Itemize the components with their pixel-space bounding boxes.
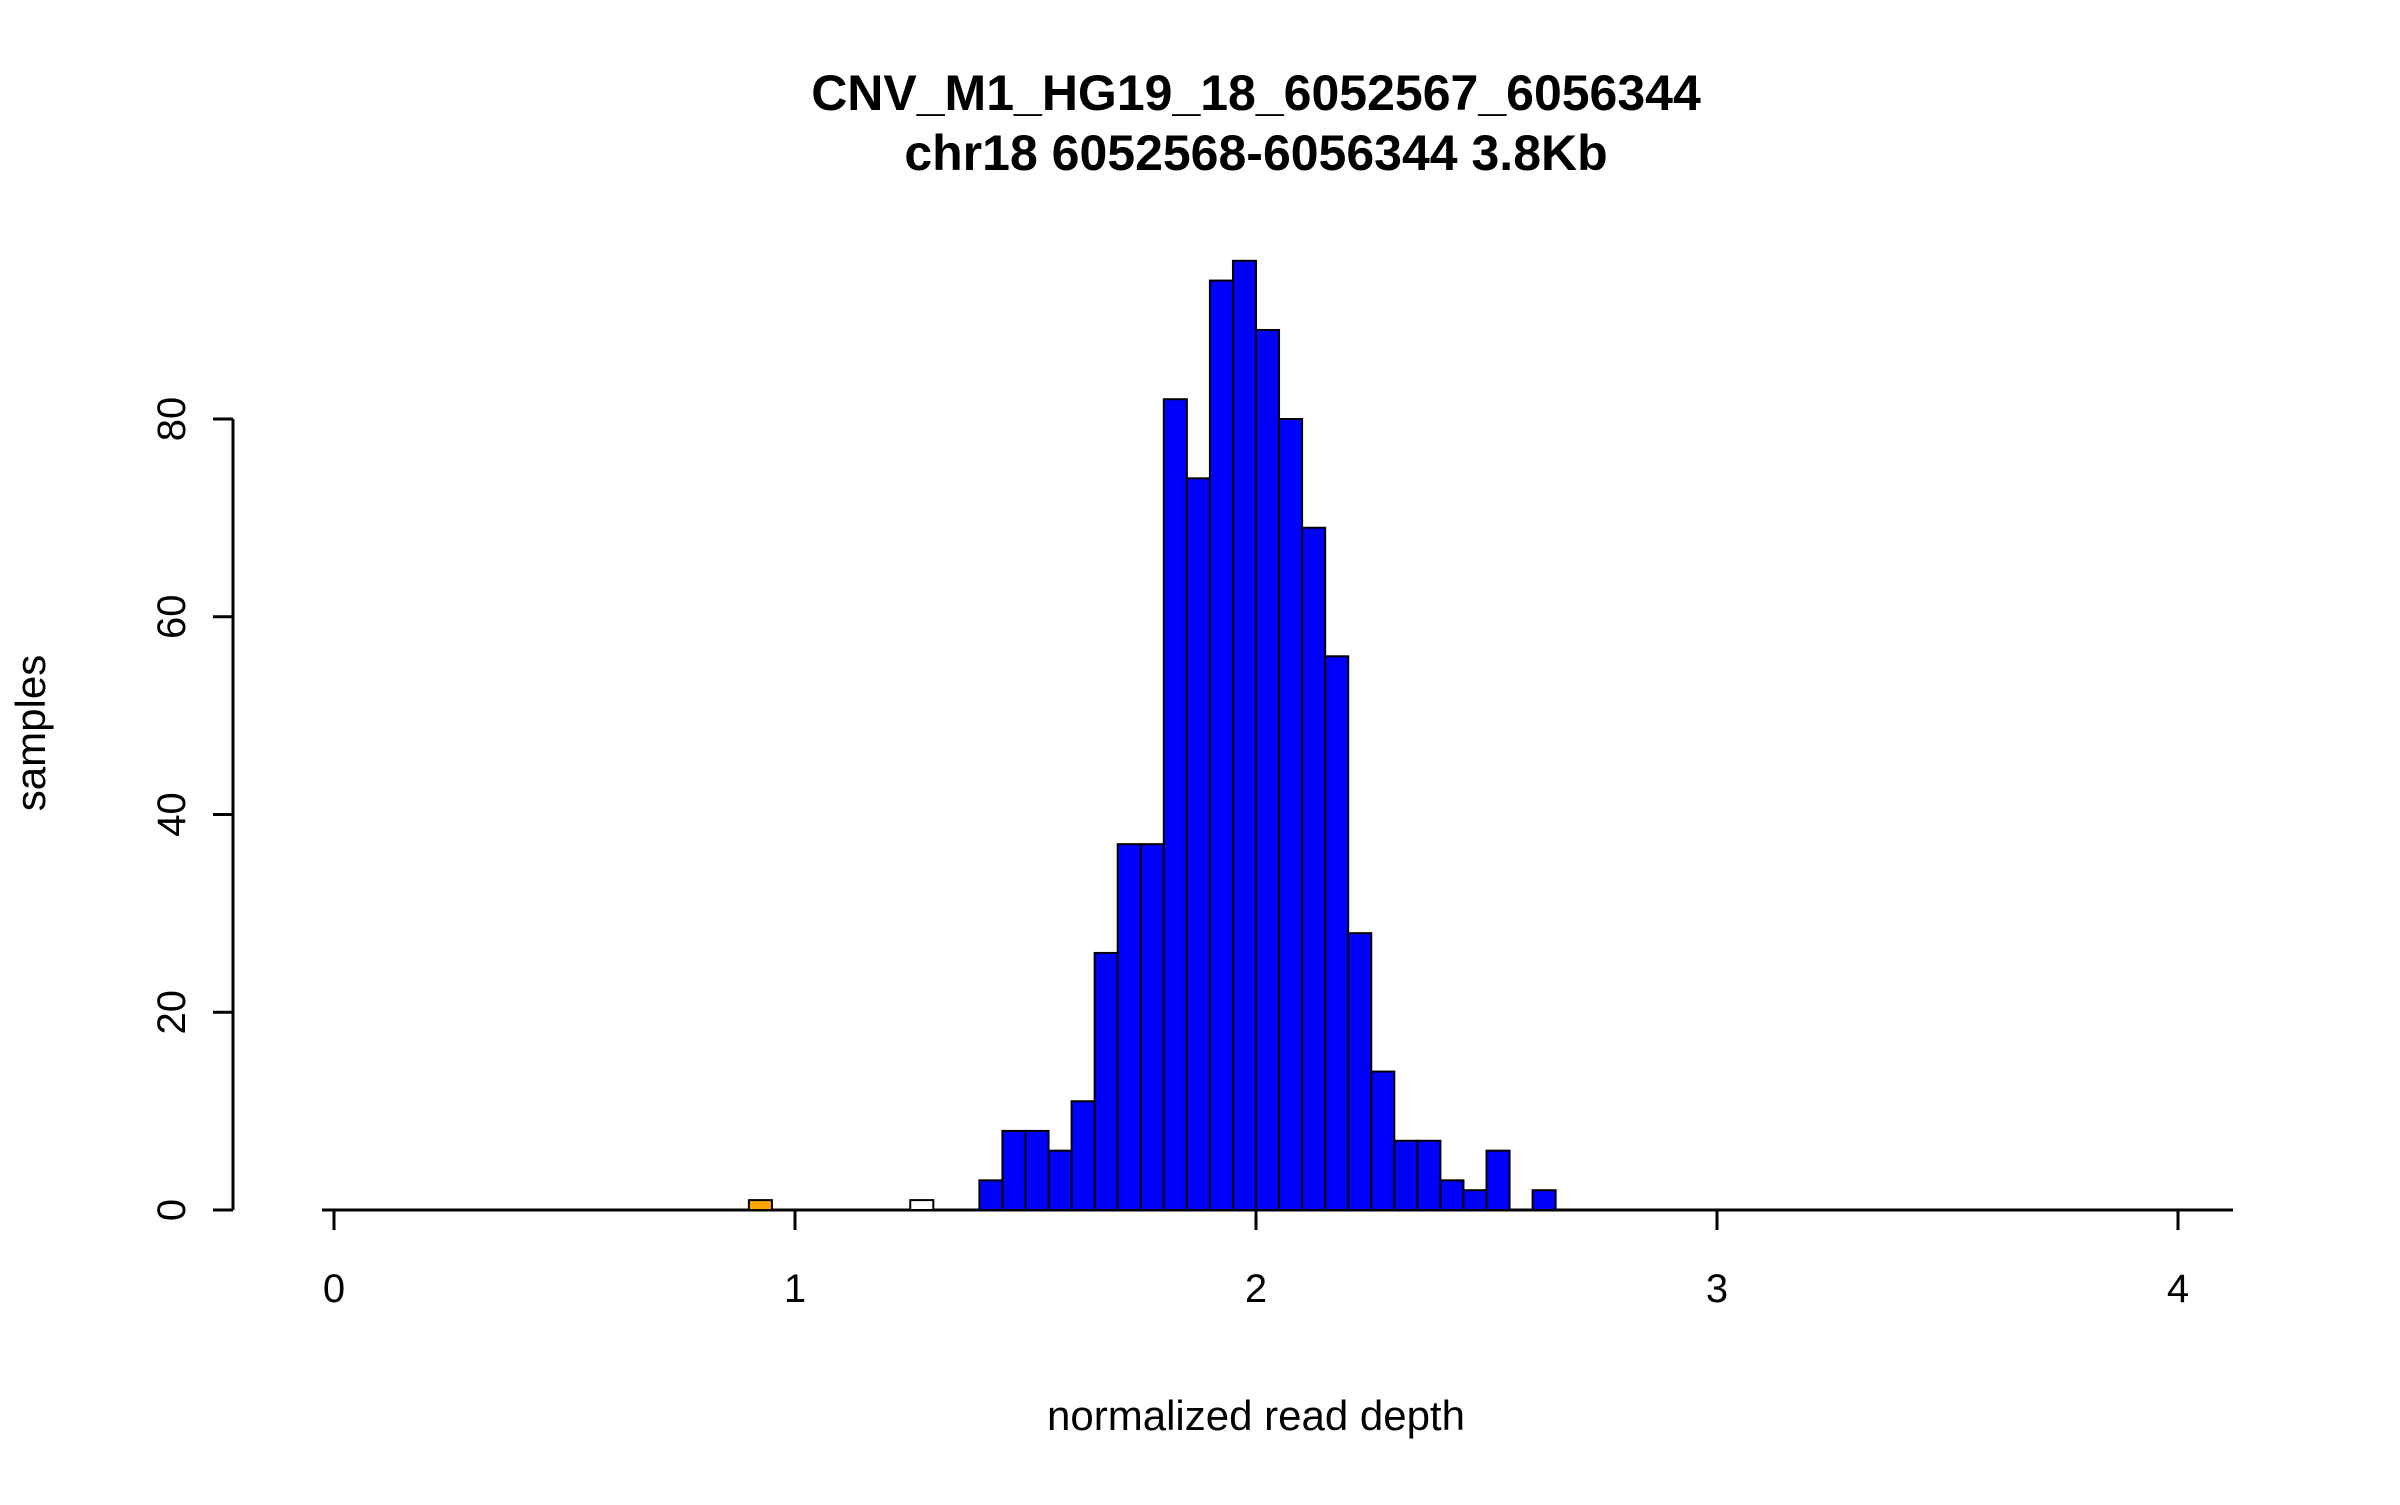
x-axis-title: normalized read depth <box>1047 1392 1465 1439</box>
histogram-bar <box>1116 843 1142 1211</box>
x-tick-label: 0 <box>323 1267 345 1311</box>
x-tick-label: 4 <box>2167 1267 2189 1311</box>
y-axis-title: samples <box>7 655 54 811</box>
histogram-bar <box>1047 1149 1073 1212</box>
chart-subtitle: chr18 6052568-6056344 3.8Kb <box>904 125 1607 181</box>
histogram-bar <box>1139 843 1165 1211</box>
histogram-bar <box>1301 526 1327 1211</box>
histogram-bar <box>1093 951 1119 1211</box>
histogram-bar <box>1393 1139 1419 1211</box>
histogram-bar <box>1324 655 1350 1211</box>
histogram-bar <box>1370 1070 1396 1211</box>
histogram-bar <box>909 1199 935 1212</box>
x-tick-label: 3 <box>1706 1267 1728 1311</box>
histogram-bar <box>1185 477 1211 1211</box>
histogram-bar <box>1231 259 1257 1211</box>
x-tick-label: 2 <box>1245 1267 1267 1311</box>
x-tick-label: 1 <box>784 1267 806 1311</box>
histogram-bar <box>978 1179 1004 1212</box>
histogram-bar <box>1208 279 1234 1211</box>
y-tick-label: 60 <box>150 595 194 640</box>
histogram-bar <box>1347 932 1373 1212</box>
chart-title: CNV_M1_HG19_18_6052567_6056344 <box>811 65 1701 121</box>
histogram-bar <box>1024 1129 1050 1212</box>
histogram-bar <box>1255 329 1281 1211</box>
histogram-bar <box>1278 418 1304 1211</box>
y-axis-ticks: 0 20 40 60 80 <box>150 397 233 1221</box>
histogram-bar <box>1485 1149 1511 1212</box>
histogram-bar <box>1416 1139 1442 1211</box>
histogram-bar <box>747 1199 773 1212</box>
histogram-bar <box>1070 1100 1096 1212</box>
y-tick-label: 0 <box>150 1199 194 1221</box>
histogram-bar <box>1462 1189 1488 1211</box>
y-tick-label: 80 <box>150 397 194 442</box>
histogram-bar <box>1001 1129 1027 1212</box>
x-axis-ticks: 0 1 2 3 4 <box>323 1210 2189 1311</box>
y-tick-label: 40 <box>150 792 194 837</box>
y-tick-label: 20 <box>150 990 194 1035</box>
histogram-bar <box>1531 1189 1557 1211</box>
histogram-bars <box>747 259 1557 1212</box>
histogram-bar <box>1162 398 1188 1212</box>
histogram-bar <box>1439 1179 1465 1212</box>
